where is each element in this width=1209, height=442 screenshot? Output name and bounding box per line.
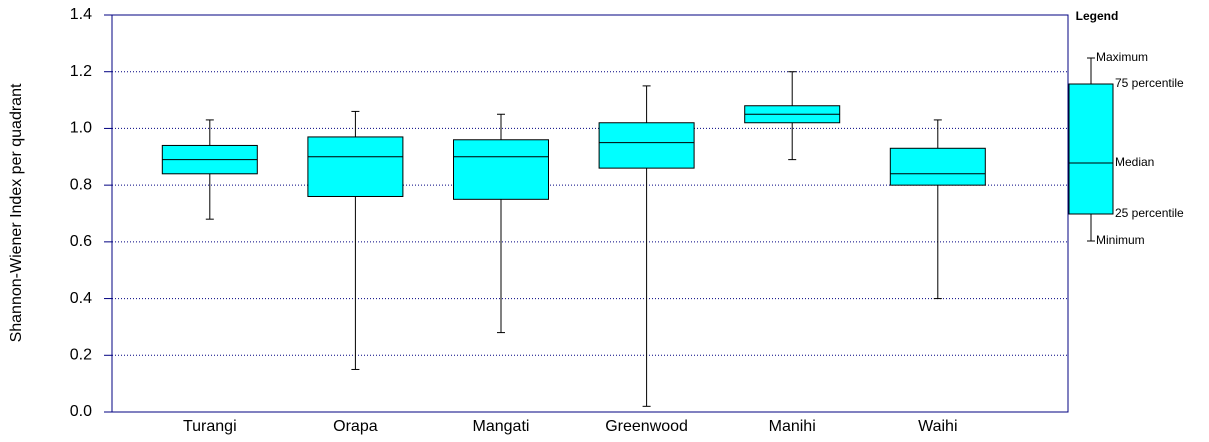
- y-tick-label: 0.0: [70, 403, 92, 420]
- y-tick-label: 0.6: [70, 233, 92, 250]
- legend-label: Maximum: [1096, 50, 1148, 64]
- y-tick-label: 1.2: [70, 63, 92, 80]
- box: [889, 147, 986, 186]
- plot-frame: [111, 14, 1069, 413]
- x-tick-label: Orapa: [333, 418, 378, 435]
- x-tick-label: Waihi: [918, 418, 957, 435]
- legend-label: Minimum: [1096, 233, 1145, 247]
- box: [453, 139, 549, 200]
- legend-label: 25 percentile: [1115, 206, 1184, 220]
- y-tick-label: 1.0: [70, 120, 92, 137]
- y-tick-label: 0.4: [70, 290, 92, 307]
- y-tick-label: 0.8: [70, 176, 92, 193]
- x-tick-label: Manihi: [769, 418, 816, 435]
- x-tick-label: Turangi: [183, 418, 237, 435]
- x-tick-label: Mangati: [473, 418, 530, 435]
- y-axis-label: Shannon-Wiener Index per quadrant: [8, 83, 25, 342]
- legend-label: Median: [1115, 155, 1154, 169]
- legend-label: 75 percentile: [1115, 76, 1184, 90]
- legend-title: Legend: [1076, 9, 1119, 23]
- x-tick-label: Greenwood: [605, 418, 688, 435]
- y-tick-label: 1.4: [70, 6, 92, 23]
- box: [307, 136, 404, 197]
- y-tick-label: 0.2: [70, 347, 92, 364]
- box: [598, 122, 695, 169]
- legend-key: [1068, 57, 1114, 242]
